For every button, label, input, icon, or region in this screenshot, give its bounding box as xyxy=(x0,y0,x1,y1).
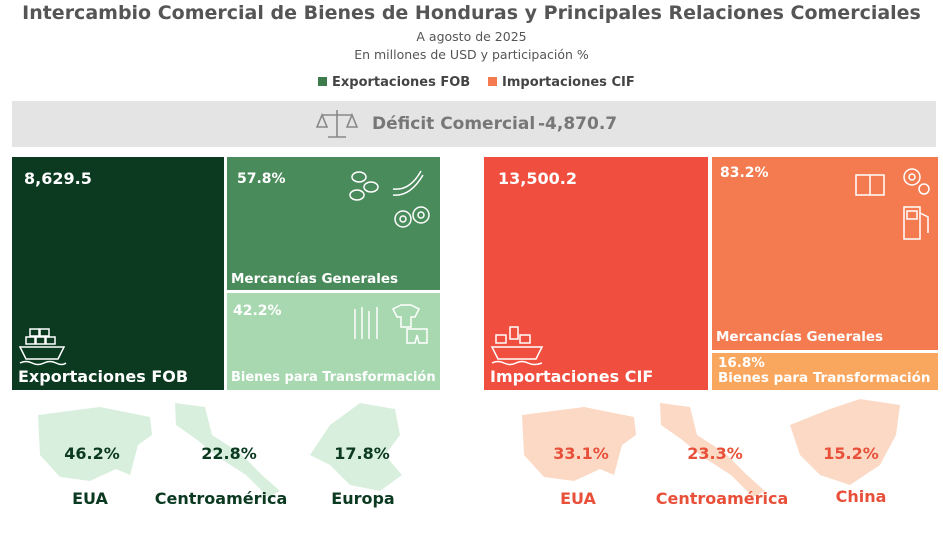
partner-name: Europa xyxy=(331,489,395,508)
segment-label: Bienes para Transformación xyxy=(718,370,931,386)
partner-name: Centroamérica xyxy=(655,489,789,508)
segment-box: 16.8% Bienes para Transformación xyxy=(712,353,938,390)
maps xyxy=(38,399,900,497)
deficit-label: Déficit Comercial xyxy=(372,114,536,134)
exports-total-box: 8,629.5 Exportaciones FOB xyxy=(12,157,224,390)
segment-label: Bienes para Transformación xyxy=(231,370,436,385)
legend-item: Importaciones CIF xyxy=(488,75,635,90)
legend-item: Exportaciones FOB xyxy=(318,75,470,90)
legend-label: Exportaciones FOB xyxy=(332,75,471,90)
partner-name: EUA xyxy=(560,489,596,508)
deficit-bar: Déficit Comercial -4,870.7 xyxy=(12,101,936,147)
map-usa xyxy=(522,407,636,481)
subtitle: A agosto de 2025 xyxy=(416,29,527,44)
segment-share: 57.8% xyxy=(237,171,286,187)
ship-icon xyxy=(490,326,544,366)
segment-label: Mercancías Generales xyxy=(716,329,884,345)
map-central-america xyxy=(660,403,765,497)
segment-box: 57.8% Mercancías Generales xyxy=(227,157,440,290)
exports-label: Exportaciones FOB xyxy=(18,367,189,386)
segment-label: Mercancías Generales xyxy=(231,271,399,287)
goods-icon xyxy=(855,168,930,240)
partner-name: Centroamérica xyxy=(154,489,288,508)
produce-icon xyxy=(349,170,430,228)
partner-share: 23.3% xyxy=(687,444,743,463)
segment-box: 42.2% Bienes para Transformación xyxy=(227,293,440,390)
partner-name: China xyxy=(835,487,887,506)
partner-share: 46.2% xyxy=(64,444,120,463)
partner-share: 33.1% xyxy=(553,444,609,463)
segment-share: 83.2% xyxy=(720,165,769,181)
partner-share: 22.8% xyxy=(201,444,257,463)
legend-label: Importaciones CIF xyxy=(502,75,635,90)
map-china xyxy=(790,399,900,485)
partner-share: 17.8% xyxy=(334,444,390,463)
map-central-america xyxy=(175,403,280,497)
map-usa xyxy=(38,407,152,481)
imports-label: Importaciones CIF xyxy=(490,367,654,386)
textile-icon xyxy=(354,304,428,344)
segment-share: 16.8% xyxy=(718,355,765,371)
scale-icon xyxy=(316,110,358,138)
imports-total: 13,500.2 xyxy=(498,169,577,188)
map-europe xyxy=(310,403,402,491)
partner-name: EUA xyxy=(72,489,108,508)
deficit-value: -4,870.7 xyxy=(538,114,618,134)
segment-share: 42.2% xyxy=(233,303,282,319)
partner-share: 15.2% xyxy=(823,444,879,463)
segment-box: 83.2% Mercancías Generales xyxy=(712,157,938,350)
exports-total: 8,629.5 xyxy=(24,169,92,188)
units: En millones de USD y participación % xyxy=(354,47,589,62)
title: Intercambio Comercial de Bienes de Hondu… xyxy=(22,2,921,24)
ship-icon xyxy=(18,328,67,366)
imports-total-box: 13,500.2 Importaciones CIF xyxy=(484,157,708,390)
